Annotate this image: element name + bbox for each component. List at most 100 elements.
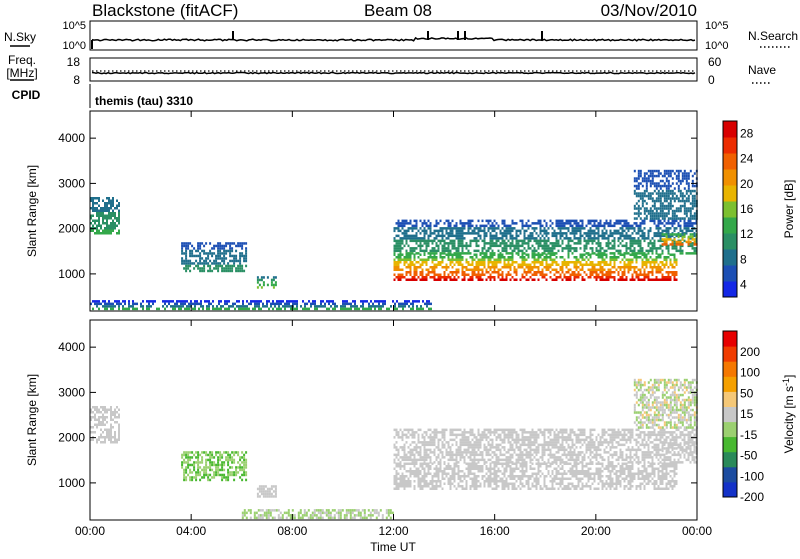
power-scatter-cell <box>672 222 674 225</box>
power-scatter-cell <box>622 279 624 282</box>
velocity-scatter-cell <box>96 424 98 427</box>
power-scatter-cell <box>118 215 120 218</box>
velocity-scatter-cell <box>594 473 596 476</box>
power-scatter-cell <box>680 227 682 230</box>
power-scatter-cell <box>156 308 158 311</box>
power-scatter-cell <box>178 305 180 308</box>
velocity-scatter-cell <box>108 431 110 434</box>
velocity-scatter-cell <box>526 465 528 468</box>
power-scatter-cell <box>560 269 562 272</box>
power-scatter-cell <box>100 212 102 215</box>
power-scatter-cell <box>640 192 642 195</box>
power-scatter-cell <box>482 252 484 255</box>
power-scatter-cell <box>460 252 462 255</box>
power-scatter-cell <box>458 256 460 259</box>
power-scatter-cell <box>664 264 666 267</box>
power-scatter-cell <box>490 227 492 230</box>
power-scatter-cell <box>666 261 668 264</box>
cpid-value: themis (tau) 3310 <box>95 94 193 108</box>
power-scatter-cell <box>310 305 312 308</box>
velocity-scatter-cell <box>242 517 244 520</box>
power-scatter-cell <box>640 274 642 277</box>
power-scatter-cell <box>604 237 606 240</box>
power-scatter-cell <box>626 225 628 228</box>
velocity-scatter-cell <box>562 478 564 481</box>
velocity-scatter-cell <box>616 470 618 473</box>
power-scatter-cell <box>688 225 690 228</box>
power-scatter-cell <box>470 256 472 259</box>
velocity-scatter-cell <box>195 461 197 464</box>
power-scatter-cell <box>406 222 408 225</box>
velocity-scatter-cell <box>340 514 342 517</box>
velocity-scatter-cell <box>193 476 195 479</box>
power-scatter-cell <box>500 245 502 248</box>
velocity-scatter-cell <box>576 478 578 481</box>
power-scatter-cell <box>176 300 178 303</box>
velocity-scatter-cell <box>275 485 277 488</box>
power-scatter-cell <box>670 227 672 230</box>
velocity-scatter-cell <box>604 468 606 471</box>
power-scatter-cell <box>254 305 256 308</box>
power-scatter-cell <box>400 269 402 272</box>
power-scatter-cell <box>590 276 592 279</box>
power-scatter-cell <box>638 215 640 218</box>
power-scatter-cell <box>680 217 682 220</box>
velocity-scatter-cell <box>92 439 94 442</box>
power-scatter-cell <box>472 271 474 274</box>
power-scatter-cell <box>378 300 380 303</box>
velocity-scatter-cell <box>366 517 368 520</box>
velocity-scatter-cell <box>396 478 398 481</box>
power-scatter-cell <box>668 190 670 193</box>
power-scatter-cell <box>684 233 686 236</box>
power-scatter-cell <box>478 274 480 277</box>
power-scatter-cell <box>452 254 454 257</box>
velocity-scatter-cell <box>540 465 542 468</box>
power-scatter-cell <box>572 247 574 250</box>
power-scatter-cell <box>596 271 598 274</box>
velocity-scatter-cell <box>334 517 336 520</box>
power-scatter-cell <box>492 261 494 264</box>
power-scatter-cell <box>504 250 506 253</box>
power-scatter-cell <box>344 303 346 306</box>
power-scatter-cell <box>656 227 658 230</box>
power-scatter-cell <box>602 230 604 233</box>
power-scatter-cell <box>96 225 98 228</box>
power-scatter-cell <box>624 256 626 259</box>
power-scatter-cell <box>676 233 678 236</box>
velocity-scatter-cell <box>263 490 265 493</box>
power-scatter-cell <box>498 256 500 259</box>
power-scatter-cell <box>512 220 514 223</box>
power-scatter-cell <box>496 245 498 248</box>
velocity-scatter-cell <box>470 465 472 468</box>
velocity-scatter-cell <box>104 436 106 439</box>
velocity-scatter-cell <box>616 475 618 478</box>
power-scatter-cell <box>490 235 492 238</box>
power-scatter-cell <box>480 259 482 262</box>
power-scatter-cell <box>398 245 400 248</box>
velocity-scatter-cell <box>542 488 544 491</box>
power-scatter-cell <box>650 170 652 173</box>
velocity-scatter-cell <box>482 468 484 471</box>
velocity-scatter-cell <box>408 485 410 488</box>
power-scatter-cell <box>114 222 116 225</box>
power-scatter-cell <box>250 303 252 306</box>
power-scatter-cell <box>588 237 590 240</box>
power-scatter-cell <box>656 200 658 203</box>
power-scatter-cell <box>280 308 282 311</box>
power-scatter-cell <box>668 271 670 274</box>
power-scatter-cell <box>308 300 310 303</box>
power-scatter-cell <box>434 259 436 262</box>
power-scatter-cell <box>227 262 229 265</box>
velocity-scatter-cell <box>408 463 410 466</box>
power-scatter-cell <box>496 222 498 225</box>
velocity-scatter-cell <box>524 485 526 488</box>
power-scatter-cell <box>436 230 438 233</box>
power-scatter-cell <box>458 247 460 250</box>
power-scatter-cell <box>168 300 170 303</box>
power-scatter-cell <box>642 185 644 188</box>
velocity-scatter-cell <box>245 451 247 454</box>
velocity-scatter-cell <box>446 465 448 468</box>
power-scatter-cell <box>620 261 622 264</box>
power-scatter-cell <box>540 271 542 274</box>
power-scatter-cell <box>556 235 558 238</box>
